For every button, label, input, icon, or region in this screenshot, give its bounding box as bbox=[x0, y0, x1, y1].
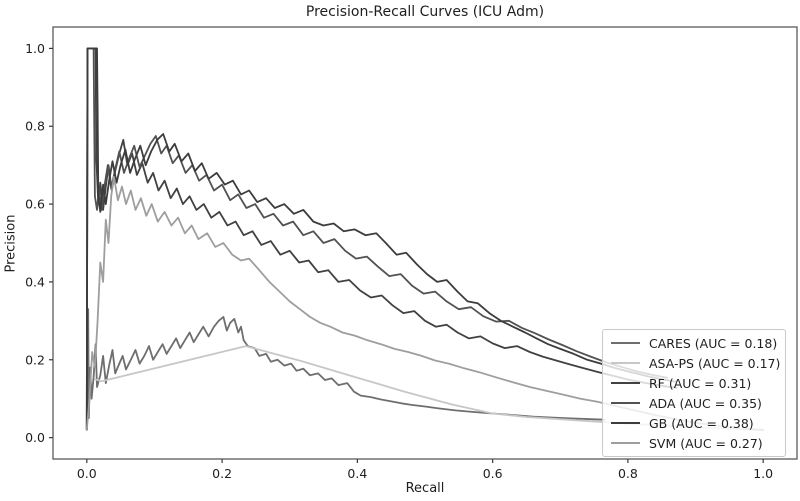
curve-rf bbox=[85, 47, 678, 431]
plot-border bbox=[52, 26, 798, 460]
legend-label: RF (AUC = 0.31) bbox=[649, 375, 752, 391]
legend-line-swatch bbox=[611, 382, 640, 384]
legend-line-swatch bbox=[611, 342, 640, 344]
x-axis-label: Recall bbox=[405, 481, 445, 496]
legend-entry-ada: ADA (AUC = 0.35) bbox=[603, 393, 785, 413]
curve-ada bbox=[85, 47, 668, 431]
legend-entry-gb: GB (AUC = 0.38) bbox=[603, 413, 785, 433]
y-tick-label: 0.2 bbox=[25, 352, 45, 367]
curve-svm bbox=[85, 175, 765, 431]
x-tick-label: 0.8 bbox=[618, 466, 638, 481]
legend-line-swatch bbox=[611, 422, 640, 424]
legend-label: GB (AUC = 0.38) bbox=[649, 415, 754, 431]
x-tick-label: 0.6 bbox=[483, 466, 503, 481]
legend-entry-cares: CARES (AUC = 0.18) bbox=[603, 333, 785, 353]
legend-entry-rf: RF (AUC = 0.31) bbox=[603, 373, 785, 393]
legend-line-swatch bbox=[611, 442, 640, 444]
x-tick-label: 0.4 bbox=[347, 466, 367, 481]
legend-label: ADA (AUC = 0.35) bbox=[649, 395, 762, 411]
y-tick-label: 1.0 bbox=[25, 41, 45, 56]
curve-cares bbox=[85, 308, 606, 431]
legend-box: CARES (AUC = 0.18) ASA-PS (AUC = 0.17) RF … bbox=[602, 329, 786, 457]
y-tick-label: 0.4 bbox=[25, 274, 45, 289]
x-tick-label: 0.2 bbox=[212, 466, 232, 481]
curve-gb bbox=[85, 47, 677, 431]
x-tick-label: 0.0 bbox=[77, 466, 97, 481]
y-tick-label: 0.6 bbox=[25, 197, 45, 212]
y-tick-label: 0.8 bbox=[25, 119, 45, 134]
x-tick-label: 1.0 bbox=[753, 466, 773, 481]
chart-title: Precision-Recall Curves (ICU Adm) bbox=[305, 4, 545, 20]
y-axis-label: Precision bbox=[3, 214, 19, 273]
legend-line-swatch bbox=[611, 402, 640, 404]
legend-entry-asa-ps: ASA-PS (AUC = 0.17) bbox=[603, 353, 785, 373]
legend-label: CARES (AUC = 0.18) bbox=[649, 335, 778, 351]
legend-label: ASA-PS (AUC = 0.17) bbox=[649, 355, 781, 371]
legend-entry-svm: SVM (AUC = 0.27) bbox=[603, 433, 785, 453]
legend-line-swatch bbox=[611, 362, 640, 364]
legend-label: SVM (AUC = 0.27) bbox=[649, 435, 763, 451]
y-tick-label: 0.0 bbox=[25, 430, 45, 445]
